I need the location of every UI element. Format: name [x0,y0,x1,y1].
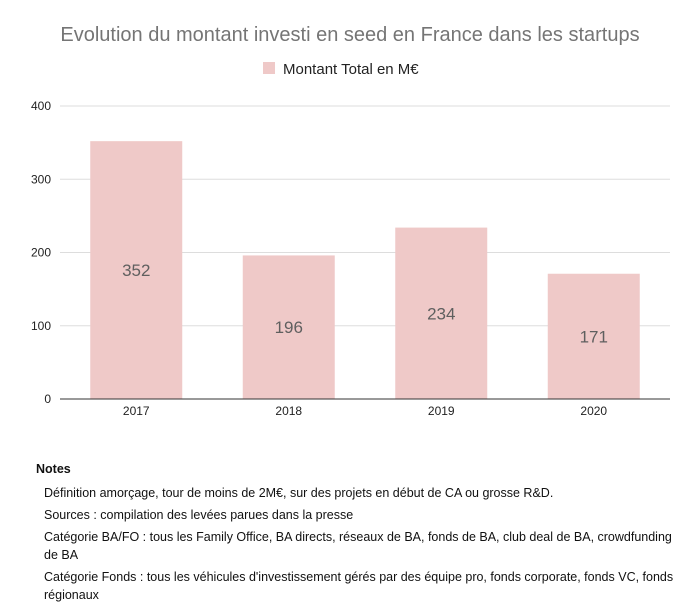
data-label: 196 [275,318,303,337]
bars: 352 196 234 171 [90,141,640,399]
bar-2018 [242,255,335,399]
bar-2019 [395,227,488,399]
x-tick-label: 2017 [123,404,150,418]
x-tick-label: 2019 [428,404,455,418]
y-tick-label: 200 [31,246,51,260]
y-tick-label: 0 [44,392,51,406]
note-category-ba-fo: Catégorie BA/FO : tous les Family Office… [44,530,672,562]
y-tick-label: 100 [31,319,51,333]
notes-title: Notes [36,462,71,476]
x-tick-label: 2020 [580,404,607,418]
legend-label: Montant Total en M€ [283,61,419,78]
data-label: 171 [580,327,608,346]
bar-chart: Evolution du montant investi en seed en … [31,24,670,418]
chart-title: Evolution du montant investi en seed en … [60,24,639,46]
data-label: 352 [122,261,150,280]
y-tick-label: 300 [31,172,51,186]
x-axis-ticks: 2017 2018 2019 2020 [123,404,608,418]
notes-section: Notes Définition amorçage, tour de moins… [36,462,676,608]
note-definition: Définition amorçage, tour de moins de 2M… [44,486,554,500]
bar-2020 [547,273,640,399]
bar-2017 [90,141,183,399]
y-tick-label: 400 [31,99,51,113]
note-sources: Sources : compilation des levées parues … [44,508,354,522]
y-axis-ticks: 0 100 200 300 400 [31,99,51,406]
note-category-fonds: Catégorie Fonds : tous les véhicules d'i… [44,570,674,602]
legend-swatch [263,62,275,74]
data-label: 234 [427,304,455,323]
x-tick-label: 2018 [275,404,302,418]
